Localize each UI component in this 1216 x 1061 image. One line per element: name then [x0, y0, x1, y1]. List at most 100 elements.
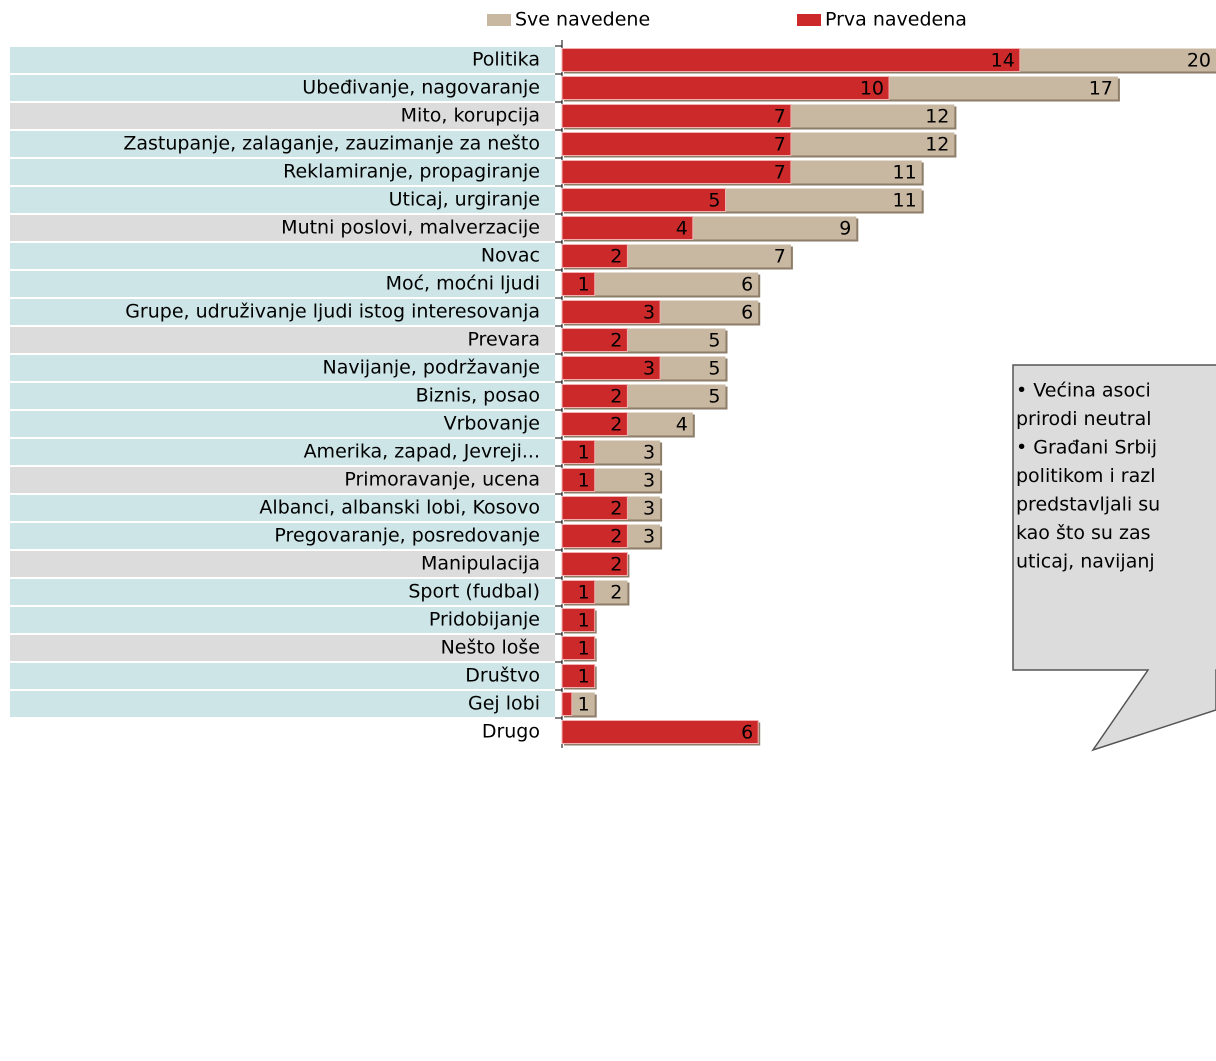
category-label: Manipulacija [421, 553, 540, 575]
bar [561, 664, 596, 688]
category-label: Prevara [467, 329, 540, 351]
value-label: 2 [610, 246, 622, 268]
bar [561, 188, 726, 212]
category-label: Nešto loše [441, 637, 540, 659]
category-label: Biznis, posao [416, 385, 540, 407]
legend-swatch [487, 14, 511, 26]
category-label: Zastupanje, zalaganje, zauzimanje za neš… [123, 133, 540, 155]
annotation-line: • Većina asoci [1016, 380, 1151, 402]
bar [561, 692, 573, 716]
bar [561, 300, 661, 324]
value-label: 1 [578, 610, 590, 632]
bar [561, 328, 628, 352]
row-band [10, 495, 555, 521]
annotation-line: politikom i razl [1016, 465, 1156, 487]
callout: • Većina asoci prirodi neutral • Građani S… [1012, 364, 1216, 752]
row-band [10, 607, 555, 633]
category-label: Ubeđivanje, nagovaranje [302, 77, 540, 99]
value-label: 7 [774, 106, 786, 128]
bar [561, 440, 596, 464]
value-label: 6 [741, 302, 753, 324]
bar [561, 412, 628, 436]
category-label: Novac [481, 245, 540, 267]
category-label: Albanci, albanski lobi, Kosovo [259, 497, 540, 519]
row-band [10, 159, 555, 185]
bar [561, 720, 759, 744]
annotation-line: prirodi neutral [1016, 408, 1152, 430]
bar [561, 48, 1021, 72]
value-label: 1 [578, 694, 590, 716]
value-label: 2 [610, 414, 622, 436]
value-label: 1 [578, 582, 590, 604]
bar [561, 608, 596, 632]
value-label: 1 [578, 442, 590, 464]
row-band [10, 327, 555, 353]
bar [561, 244, 628, 268]
legend-swatch [797, 14, 821, 26]
legend-label: Sve navedene [515, 9, 650, 31]
bar [561, 272, 596, 296]
value-label: 2 [610, 554, 622, 576]
row-band [10, 299, 555, 325]
category-label: Mutni poslovi, malverzacije [281, 217, 540, 239]
bar [562, 272, 759, 296]
row-band [10, 411, 555, 437]
category-label: Uticaj, urgiranje [389, 189, 540, 211]
annotation-line: kao što su zas [1016, 522, 1150, 544]
value-label: 5 [708, 358, 720, 380]
value-label: 2 [610, 582, 622, 604]
value-label: 17 [1089, 78, 1113, 100]
value-label: 3 [643, 442, 655, 464]
value-label: 5 [708, 386, 720, 408]
value-label: 1 [578, 470, 590, 492]
category-label: Grupe, udruživanje ljudi istog interesov… [125, 301, 540, 323]
row-band [10, 551, 555, 577]
value-label: 12 [925, 106, 949, 128]
row-band [10, 663, 555, 689]
value-label: 1 [578, 666, 590, 688]
category-label: Društvo [465, 665, 540, 687]
row-band [10, 271, 555, 297]
category-label: Sport (fudbal) [408, 581, 540, 603]
bar [561, 160, 792, 184]
value-label: 20 [1187, 50, 1211, 72]
value-label: 10 [860, 78, 884, 100]
bar [561, 580, 596, 604]
row-band [10, 383, 555, 409]
value-label: 1 [578, 638, 590, 660]
category-label: Mito, korupcija [401, 105, 540, 127]
row-band [10, 103, 555, 129]
value-label: 3 [643, 358, 655, 380]
row-band [10, 187, 555, 213]
value-label: 3 [643, 302, 655, 324]
category-label: Pregovaranje, posredovanje [274, 525, 540, 547]
value-label: 3 [643, 470, 655, 492]
bar [561, 636, 596, 660]
category-label: Reklamiranje, propagiranje [283, 161, 540, 183]
category-label: Navijanje, podržavanje [323, 357, 540, 379]
category-label: Pridobijanje [429, 609, 540, 631]
bar [561, 132, 792, 156]
row-band [10, 47, 555, 73]
bar [561, 104, 792, 128]
value-label: 7 [774, 162, 786, 184]
bar [561, 356, 661, 380]
bar [561, 468, 596, 492]
category-label: Gej lobi [468, 693, 540, 715]
value-label: 5 [708, 330, 720, 352]
category-label: Politika [472, 49, 540, 71]
value-label: 4 [676, 414, 688, 436]
category-label: Vrbovanje [444, 413, 540, 435]
annotation-line: predstavljali su [1016, 494, 1160, 516]
value-label: 6 [741, 274, 753, 296]
row-band [10, 75, 555, 101]
legend-label: Prva navedena [825, 9, 967, 31]
category-label: Primoravanje, ucena [344, 469, 540, 491]
row-band [10, 355, 555, 381]
bar [561, 552, 628, 576]
value-label: 2 [610, 330, 622, 352]
value-label: 7 [774, 246, 786, 268]
value-label: 7 [774, 134, 786, 156]
row-band [10, 215, 555, 241]
